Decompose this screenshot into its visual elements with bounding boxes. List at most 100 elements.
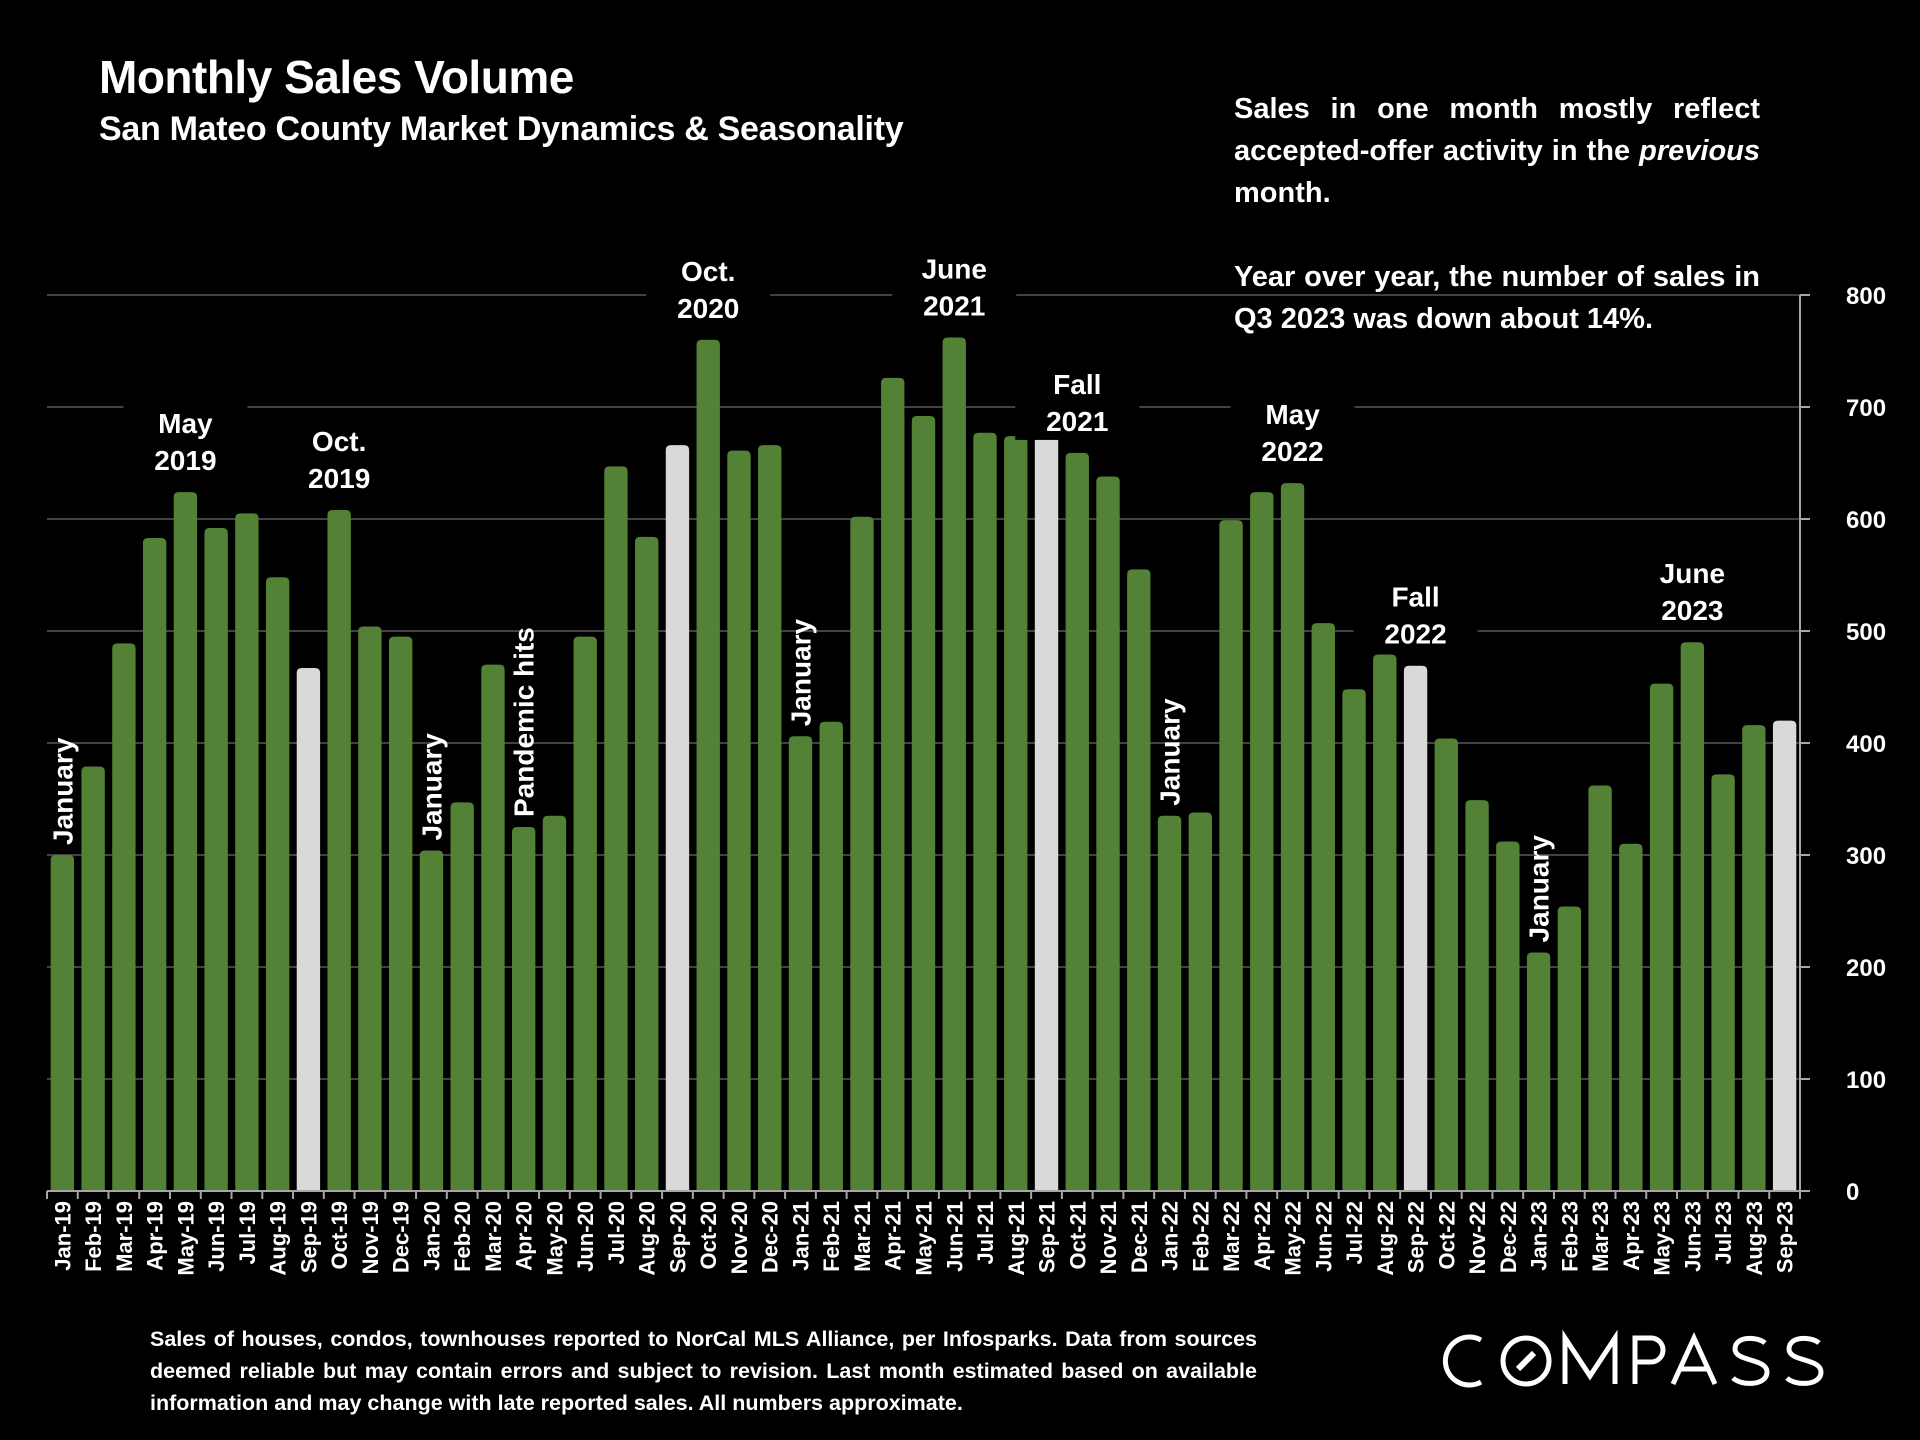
x-tick-label: Aug-21	[1004, 1201, 1029, 1276]
y-tick-label: 100	[1846, 1067, 1886, 1094]
annotation-label: 2021	[923, 291, 985, 322]
x-tick-label: Feb-21	[819, 1201, 844, 1272]
y-tick-label: 200	[1846, 955, 1886, 982]
x-tick-label: Jan-19	[50, 1201, 75, 1271]
annotation-label: June	[922, 254, 987, 285]
bars	[50, 337, 1797, 1192]
x-tick-label: May-20	[542, 1201, 567, 1276]
x-tick-label: Oct-21	[1065, 1201, 1090, 1269]
bar	[696, 339, 720, 1191]
bar	[142, 538, 167, 1191]
annotation-label: Pandemic hits	[509, 627, 540, 817]
bar	[265, 577, 290, 1191]
annotation-label: January	[1155, 698, 1186, 806]
bar	[358, 626, 382, 1191]
bar	[81, 766, 105, 1191]
bar	[1157, 815, 1182, 1191]
x-tick-label: Feb-23	[1557, 1201, 1582, 1272]
note-text: Sales in one month mostly reflect accept…	[1234, 93, 1760, 167]
x-tick-label: Feb-22	[1188, 1201, 1213, 1272]
annotation-label: May	[1265, 399, 1320, 430]
bar-highlighted	[1034, 432, 1059, 1191]
bar	[419, 850, 444, 1191]
x-tick-label: Nov-20	[727, 1201, 752, 1274]
bar	[1311, 623, 1335, 1191]
x-tick-label: Oct-20	[696, 1201, 721, 1269]
x-tick-label: Jan-20	[419, 1201, 444, 1271]
x-tick-label: Apr-22	[1250, 1201, 1275, 1271]
x-tick-label: Oct-22	[1434, 1201, 1459, 1269]
note-text: month.	[1234, 177, 1331, 209]
x-tick-label: Jun-22	[1311, 1201, 1336, 1272]
x-tick-label: Jul-19	[235, 1201, 260, 1265]
note-paragraph-2: Year over year, the number of sales in Q…	[1234, 261, 1760, 335]
annotation-mask	[646, 246, 771, 327]
annotation-label: Fall	[1053, 369, 1101, 400]
x-tick-label: Dec-20	[758, 1201, 783, 1273]
y-tick-label: 700	[1846, 395, 1886, 422]
annotation-label: Oct.	[312, 426, 366, 457]
bar	[235, 513, 259, 1191]
bar	[850, 516, 874, 1191]
annotation-label: January	[416, 733, 447, 841]
x-tick-label: Mar-20	[481, 1201, 506, 1272]
x-tick-label: Jul-22	[1342, 1201, 1367, 1265]
bar	[542, 815, 567, 1191]
y-tick-label: 800	[1846, 283, 1886, 310]
x-tick-label: Aug-23	[1742, 1201, 1767, 1276]
bar	[1096, 476, 1120, 1191]
x-tick-label: Mar-21	[850, 1201, 875, 1272]
x-tick-label: Dec-21	[1127, 1201, 1152, 1273]
bar	[1342, 689, 1366, 1191]
annotation-mask	[1230, 390, 1355, 471]
y-tick-label: 600	[1846, 507, 1886, 534]
x-tick-label: Feb-20	[450, 1201, 475, 1272]
bar	[942, 337, 966, 1191]
x-tick-label: Jan-23	[1527, 1201, 1552, 1271]
bar	[512, 827, 536, 1191]
x-tick-label: Aug-22	[1373, 1201, 1398, 1276]
compass-logo	[1442, 1329, 1824, 1388]
bar	[50, 855, 75, 1191]
x-tick-label: Jan-22	[1158, 1201, 1183, 1271]
chart-subtitle: San Mateo County Market Dynamics & Seaso…	[99, 110, 904, 148]
bar	[1526, 952, 1551, 1191]
x-tick-label: Jan-21	[788, 1201, 813, 1271]
x-tick-label: Sep-19	[296, 1201, 321, 1273]
bar	[1373, 654, 1397, 1191]
x-tick-label: Dec-19	[389, 1201, 414, 1273]
x-tick-label: Nov-19	[358, 1201, 383, 1274]
y-tick-label: 400	[1846, 731, 1886, 758]
x-tick-label: Jun-23	[1680, 1201, 1705, 1272]
x-tick-label: Aug-20	[635, 1201, 660, 1276]
bar	[450, 802, 474, 1191]
x-tick-label: May-23	[1650, 1201, 1675, 1276]
bar	[1588, 785, 1612, 1191]
y-tick-label: 300	[1846, 843, 1886, 870]
bar	[635, 536, 659, 1191]
x-tick-label: Sep-21	[1035, 1201, 1060, 1273]
x-tick-label: May-19	[173, 1201, 198, 1276]
x-tick-label: Nov-21	[1096, 1201, 1121, 1274]
x-tick-label: Dec-22	[1496, 1201, 1521, 1273]
x-tick-label: Jul-23	[1711, 1201, 1736, 1265]
source-footnote: Sales of houses, condos, townhouses repo…	[150, 1327, 1257, 1415]
annotation-label: 2022	[1261, 436, 1323, 467]
x-tick-label: May-21	[912, 1201, 937, 1276]
bar	[1434, 738, 1459, 1191]
bar-highlighted	[665, 445, 690, 1192]
bar-highlighted	[1403, 665, 1428, 1191]
x-tick-label: Sep-22	[1404, 1201, 1429, 1273]
bar	[788, 736, 813, 1191]
bar	[1557, 906, 1582, 1191]
annotation-label: 2023	[1661, 595, 1723, 626]
x-tick-label: Aug-19	[266, 1201, 291, 1276]
annotation-label: 2021	[1046, 406, 1108, 437]
bar	[1280, 483, 1305, 1191]
bar	[819, 721, 843, 1191]
x-tick-label: Jul-21	[973, 1201, 998, 1265]
annotation-label: January	[785, 618, 816, 726]
annotation-mask	[1630, 549, 1755, 630]
